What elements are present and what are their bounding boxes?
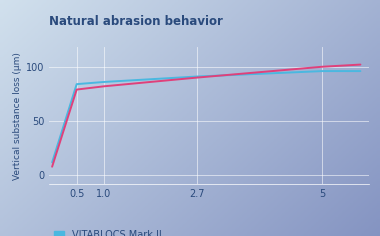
Y-axis label: Vertical substance loss (µm): Vertical substance loss (µm): [13, 52, 22, 180]
Text: Natural abrasion behavior: Natural abrasion behavior: [49, 15, 223, 28]
Legend: VITABLOCS Mark II, Enamel: VITABLOCS Mark II, Enamel: [54, 230, 162, 236]
